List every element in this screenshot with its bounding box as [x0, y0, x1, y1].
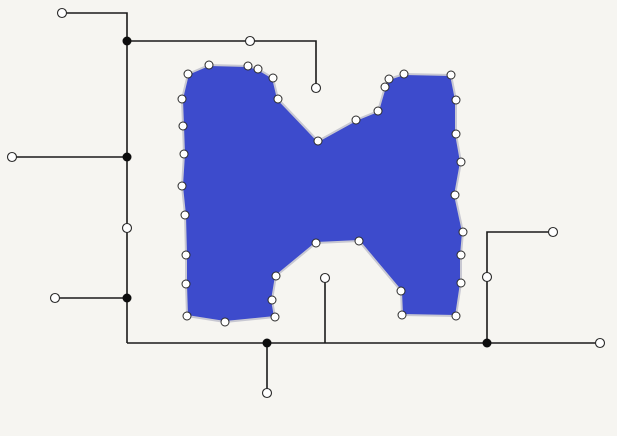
- control-point-icon[interactable]: [451, 129, 461, 139]
- control-point-icon[interactable]: [179, 149, 189, 159]
- control-point-icon[interactable]: [384, 74, 394, 84]
- control-point-icon[interactable]: [451, 95, 461, 105]
- junction-node-icon: [122, 152, 132, 162]
- control-point-icon[interactable]: [311, 238, 321, 248]
- control-point-icon[interactable]: [182, 311, 192, 321]
- control-point-icon[interactable]: [243, 61, 253, 71]
- shape-control-points: [177, 60, 468, 327]
- control-point-icon[interactable]: [397, 310, 407, 320]
- junction-node-icon: [262, 338, 272, 348]
- junction-node-icon: [482, 338, 492, 348]
- control-point-icon[interactable]: [253, 64, 263, 74]
- control-point-icon[interactable]: [351, 115, 361, 125]
- control-point-icon[interactable]: [271, 271, 281, 281]
- control-point-icon[interactable]: [181, 250, 191, 260]
- endpoint-node-icon[interactable]: [49, 292, 61, 304]
- blue-shape[interactable]: [181, 64, 464, 323]
- endpoint-node-icon[interactable]: [310, 82, 322, 94]
- control-point-icon[interactable]: [373, 106, 383, 116]
- endpoint-node-icon[interactable]: [481, 271, 493, 283]
- control-point-icon[interactable]: [313, 136, 323, 146]
- control-point-icon[interactable]: [270, 312, 280, 322]
- control-point-icon[interactable]: [267, 295, 277, 305]
- endpoint-node-icon[interactable]: [56, 7, 68, 19]
- endpoint-node-icon[interactable]: [594, 337, 606, 349]
- control-point-icon[interactable]: [446, 70, 456, 80]
- connector-line: [486, 231, 553, 343]
- control-point-icon[interactable]: [180, 210, 190, 220]
- control-point-icon[interactable]: [456, 157, 466, 167]
- control-point-icon[interactable]: [354, 236, 364, 246]
- control-point-icon[interactable]: [380, 82, 390, 92]
- connector-nodes: [6, 7, 606, 399]
- connector-line: [127, 40, 317, 88]
- endpoint-node-icon[interactable]: [6, 151, 18, 163]
- control-point-icon[interactable]: [268, 73, 278, 83]
- control-point-icon[interactable]: [181, 279, 191, 289]
- control-point-icon[interactable]: [458, 227, 468, 237]
- control-point-icon[interactable]: [273, 94, 283, 104]
- endpoint-node-icon[interactable]: [319, 272, 331, 284]
- control-point-icon[interactable]: [456, 250, 466, 260]
- endpoint-node-icon[interactable]: [244, 35, 256, 47]
- control-point-icon[interactable]: [451, 311, 461, 321]
- endpoint-node-icon[interactable]: [547, 226, 559, 238]
- control-point-icon[interactable]: [456, 278, 466, 288]
- control-point-icon[interactable]: [183, 69, 193, 79]
- control-point-icon[interactable]: [178, 121, 188, 131]
- junction-node-icon: [122, 293, 132, 303]
- junction-node-icon: [122, 36, 132, 46]
- endpoint-node-icon[interactable]: [261, 387, 273, 399]
- control-point-icon[interactable]: [396, 286, 406, 296]
- endpoint-node-icon[interactable]: [121, 222, 133, 234]
- control-point-icon[interactable]: [177, 181, 187, 191]
- connector-line: [62, 12, 128, 343]
- control-point-icon[interactable]: [450, 190, 460, 200]
- control-point-icon[interactable]: [399, 69, 409, 79]
- control-point-icon[interactable]: [177, 94, 187, 104]
- control-point-icon[interactable]: [220, 317, 230, 327]
- control-point-icon[interactable]: [204, 60, 214, 70]
